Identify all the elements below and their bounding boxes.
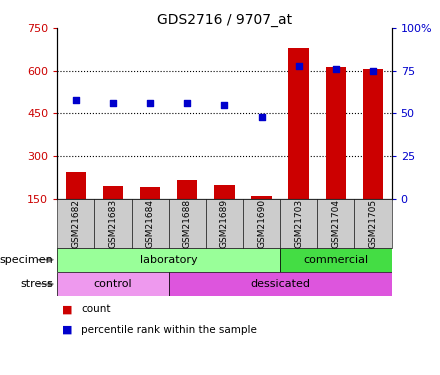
- Text: control: control: [94, 279, 132, 289]
- Bar: [251, 196, 272, 199]
- Point: [295, 63, 302, 69]
- Bar: [177, 180, 198, 199]
- Point: [147, 100, 154, 106]
- Text: specimen: specimen: [0, 255, 53, 265]
- Bar: [169, 272, 392, 296]
- Bar: [326, 66, 346, 199]
- Bar: [66, 172, 86, 199]
- Text: GSM21705: GSM21705: [369, 199, 378, 248]
- Text: GSM21683: GSM21683: [108, 199, 117, 248]
- Text: dessicated: dessicated: [250, 279, 310, 289]
- Text: GSM21684: GSM21684: [146, 199, 154, 248]
- Bar: [280, 248, 392, 272]
- Point: [370, 68, 377, 74]
- Bar: [103, 186, 123, 199]
- Point: [110, 100, 117, 106]
- Bar: [363, 69, 383, 199]
- Point: [72, 97, 79, 103]
- Text: GSM21689: GSM21689: [220, 199, 229, 248]
- Point: [332, 66, 339, 72]
- Text: commercial: commercial: [303, 255, 368, 265]
- Bar: [57, 248, 280, 272]
- Point: [258, 114, 265, 120]
- Text: ■: ■: [62, 304, 72, 314]
- Text: stress: stress: [20, 279, 53, 289]
- Text: ■: ■: [62, 325, 72, 335]
- Text: laboratory: laboratory: [140, 255, 198, 265]
- Point: [184, 100, 191, 106]
- Point: [221, 102, 228, 108]
- Title: GDS2716 / 9707_at: GDS2716 / 9707_at: [157, 13, 292, 27]
- Bar: [289, 48, 309, 199]
- Bar: [214, 184, 235, 199]
- Text: percentile rank within the sample: percentile rank within the sample: [81, 325, 257, 335]
- Text: GSM21682: GSM21682: [71, 199, 80, 248]
- Text: GSM21688: GSM21688: [183, 199, 192, 248]
- Bar: [140, 188, 160, 199]
- Text: GSM21690: GSM21690: [257, 199, 266, 248]
- Text: GSM21704: GSM21704: [331, 199, 341, 248]
- Text: count: count: [81, 304, 111, 314]
- Bar: [57, 272, 169, 296]
- Text: GSM21703: GSM21703: [294, 199, 303, 248]
